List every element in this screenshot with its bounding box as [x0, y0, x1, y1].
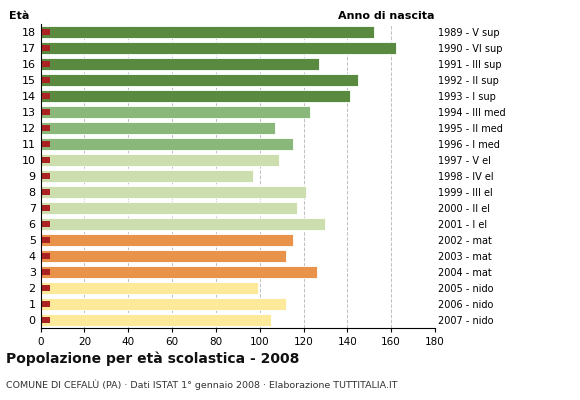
- Bar: [41, 186, 306, 198]
- Bar: [42, 29, 50, 35]
- Bar: [42, 301, 50, 307]
- Bar: [41, 90, 350, 102]
- Bar: [42, 237, 50, 243]
- Bar: [42, 253, 50, 259]
- Bar: [42, 157, 50, 163]
- Text: Età: Età: [9, 11, 30, 21]
- Bar: [41, 26, 374, 38]
- Bar: [41, 250, 286, 262]
- Bar: [42, 141, 50, 147]
- Bar: [42, 61, 50, 67]
- Bar: [42, 77, 50, 83]
- Bar: [41, 282, 258, 294]
- Bar: [42, 189, 50, 195]
- Bar: [42, 285, 50, 291]
- Bar: [41, 106, 310, 118]
- Bar: [41, 138, 292, 150]
- Bar: [41, 202, 297, 214]
- Bar: [41, 122, 275, 134]
- Bar: [42, 173, 50, 179]
- Bar: [42, 221, 50, 227]
- Bar: [42, 93, 50, 99]
- Bar: [41, 58, 319, 70]
- Bar: [42, 109, 50, 115]
- Bar: [41, 42, 396, 54]
- Bar: [41, 218, 325, 230]
- Bar: [41, 170, 253, 182]
- Bar: [41, 74, 358, 86]
- Bar: [42, 205, 50, 211]
- Bar: [41, 266, 317, 278]
- Bar: [41, 154, 280, 166]
- Bar: [42, 269, 50, 275]
- Bar: [41, 298, 286, 310]
- Text: Popolazione per età scolastica - 2008: Popolazione per età scolastica - 2008: [6, 352, 299, 366]
- Bar: [42, 45, 50, 51]
- Text: COMUNE DI CEFALÙ (PA) · Dati ISTAT 1° gennaio 2008 · Elaborazione TUTTITALIA.IT: COMUNE DI CEFALÙ (PA) · Dati ISTAT 1° ge…: [6, 380, 397, 390]
- Bar: [41, 314, 271, 326]
- Bar: [41, 234, 292, 246]
- Bar: [42, 317, 50, 323]
- Text: Anno di nascita: Anno di nascita: [339, 11, 435, 21]
- Bar: [42, 125, 50, 131]
